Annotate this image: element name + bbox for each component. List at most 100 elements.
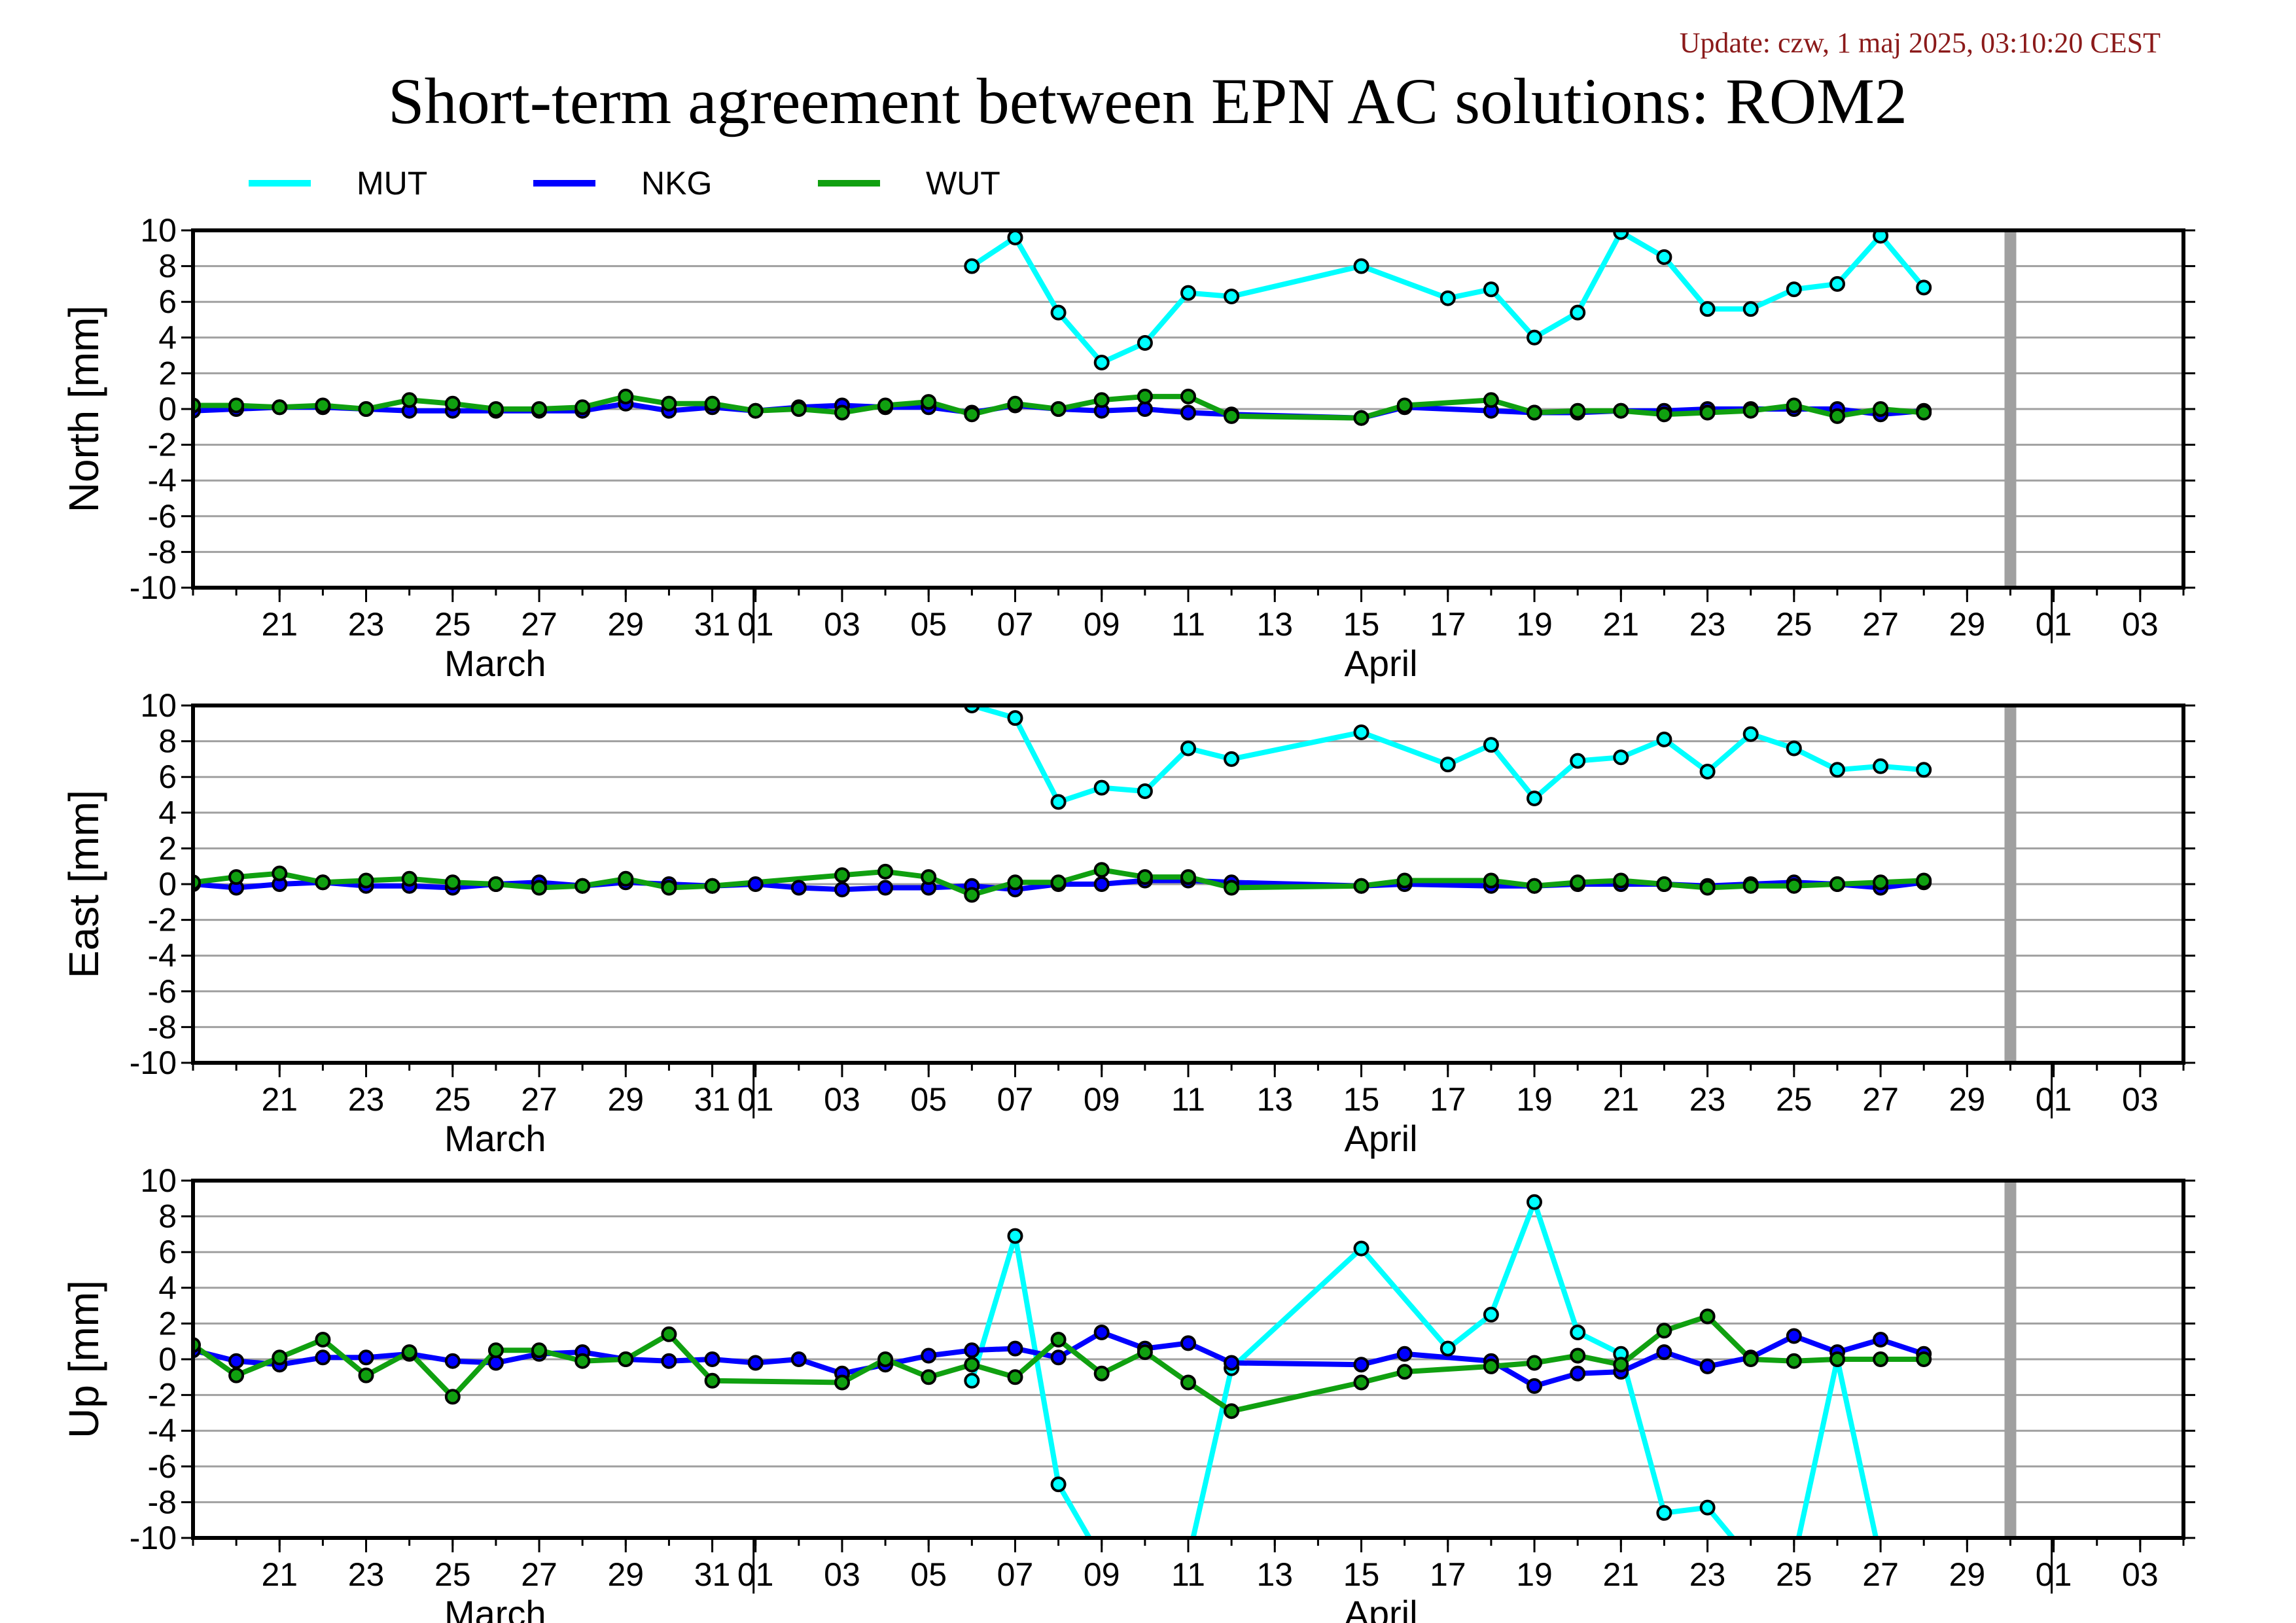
point-wut [790, 401, 807, 417]
point-wut [877, 863, 894, 880]
point-wut [1527, 878, 1542, 894]
x-tick-label: 09 [1084, 606, 1120, 643]
x-tick-label: 01 [2036, 606, 2072, 643]
point-mut [964, 258, 980, 274]
point-nkg [1873, 1332, 1889, 1347]
point-nkg [315, 1349, 331, 1366]
point-wut [618, 1351, 634, 1367]
point-mut [1439, 290, 1456, 306]
x-tick-label: 05 [910, 1081, 947, 1118]
point-wut [921, 394, 937, 410]
x-tick-label: 23 [1689, 1081, 1726, 1118]
plot-area [193, 230, 1932, 426]
point-wut [834, 867, 850, 883]
y-tick-label: -10 [130, 569, 177, 606]
point-wut [1137, 1344, 1153, 1361]
point-wut [1916, 404, 1932, 421]
y-tick-label: 10 [140, 687, 177, 724]
point-nkg [1093, 1325, 1110, 1340]
point-wut [1916, 1351, 1932, 1367]
point-wut [1873, 874, 1889, 891]
month-label: April [1345, 1593, 1418, 1623]
point-wut [1137, 388, 1153, 404]
point-wut [1180, 869, 1196, 885]
x-tick-label: 27 [1862, 606, 1899, 643]
x-tick-label: 29 [607, 1081, 644, 1118]
point-wut [1786, 397, 1802, 414]
point-wut [1873, 1351, 1889, 1367]
x-tick-label: 07 [997, 1081, 1034, 1118]
chart-title: Short-term agreement between EPN AC solu… [388, 65, 1907, 137]
point-wut [531, 1342, 547, 1359]
point-wut [574, 1353, 591, 1369]
point-wut [704, 1372, 720, 1389]
point-wut [1396, 1364, 1413, 1380]
point-wut [574, 878, 591, 894]
x-tick-label: 07 [997, 606, 1034, 643]
y-tick-label: -4 [148, 462, 177, 499]
point-wut [401, 392, 417, 408]
x-tick-label: 01 [2036, 1556, 2072, 1593]
point-nkg [704, 1351, 720, 1367]
point-wut [1093, 1365, 1110, 1382]
point-mut [1699, 301, 1716, 317]
point-wut [272, 1349, 288, 1366]
point-mut [1786, 740, 1802, 757]
point-nkg [1224, 1355, 1240, 1371]
point-wut [1050, 1332, 1067, 1347]
y-tick-label: -10 [130, 1044, 177, 1081]
x-tick-label: 11 [1171, 1556, 1205, 1593]
point-wut [1180, 1374, 1196, 1391]
point-mut [1786, 281, 1802, 298]
legend-label: MUT [357, 165, 427, 202]
point-wut [1786, 1353, 1802, 1369]
point-wut [1916, 872, 1932, 889]
point-mut [1527, 1194, 1542, 1210]
x-tick-label: 23 [1689, 1556, 1726, 1593]
point-wut [272, 865, 288, 882]
point-mut [1483, 737, 1499, 753]
point-wut [877, 397, 894, 414]
point-wut [1483, 872, 1499, 889]
y-tick-label: -6 [148, 973, 177, 1010]
y-tick-label: 8 [158, 248, 177, 285]
point-mut [1224, 751, 1240, 767]
plot-frame [191, 1179, 2185, 1540]
point-nkg [1570, 1365, 1586, 1382]
point-nkg [487, 1355, 504, 1371]
y-axis-label: North [mm] [60, 306, 107, 512]
x-tick-label: 17 [1430, 1081, 1466, 1118]
point-mut [1180, 285, 1196, 301]
point-wut [444, 395, 461, 412]
legend-item-mut: MUT [249, 165, 427, 202]
point-wut [964, 406, 980, 423]
point-wut [1353, 1374, 1369, 1391]
series-line-mut [969, 1199, 1879, 1538]
x-tick-label: 15 [1343, 1081, 1380, 1118]
y-tick-label: -8 [148, 1484, 177, 1520]
x-tick-label: 03 [2122, 1081, 2159, 1118]
x-tick-label: 03 [824, 1556, 860, 1593]
x-tick-label: 21 [261, 1556, 298, 1593]
point-wut [1353, 878, 1369, 894]
point-mut [1570, 1325, 1586, 1340]
point-mut [1093, 779, 1110, 796]
point-mut [1353, 258, 1369, 274]
point-wut [487, 1342, 504, 1359]
point-wut [1742, 1351, 1759, 1367]
point-nkg [1353, 1357, 1369, 1373]
point-mut [1829, 276, 1845, 292]
x-tick-label: 27 [521, 1556, 557, 1593]
point-wut [1007, 395, 1023, 412]
point-wut [661, 880, 677, 896]
point-wut [1742, 402, 1759, 419]
point-wut [272, 399, 288, 416]
point-wut [834, 404, 850, 421]
point-wut [401, 1344, 417, 1361]
point-wut [487, 401, 504, 417]
point-wut [487, 876, 504, 892]
y-tick-label: 10 [140, 1162, 177, 1199]
point-wut [1093, 862, 1110, 878]
point-wut [704, 395, 720, 412]
